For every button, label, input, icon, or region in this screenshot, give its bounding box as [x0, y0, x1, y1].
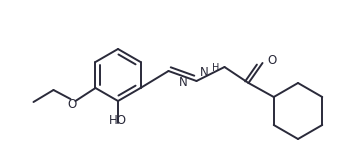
Text: N: N: [200, 67, 208, 80]
Text: O: O: [267, 54, 277, 67]
Text: N: N: [179, 76, 188, 89]
Text: H: H: [212, 63, 219, 73]
Text: HO: HO: [109, 114, 127, 127]
Text: O: O: [68, 98, 77, 111]
